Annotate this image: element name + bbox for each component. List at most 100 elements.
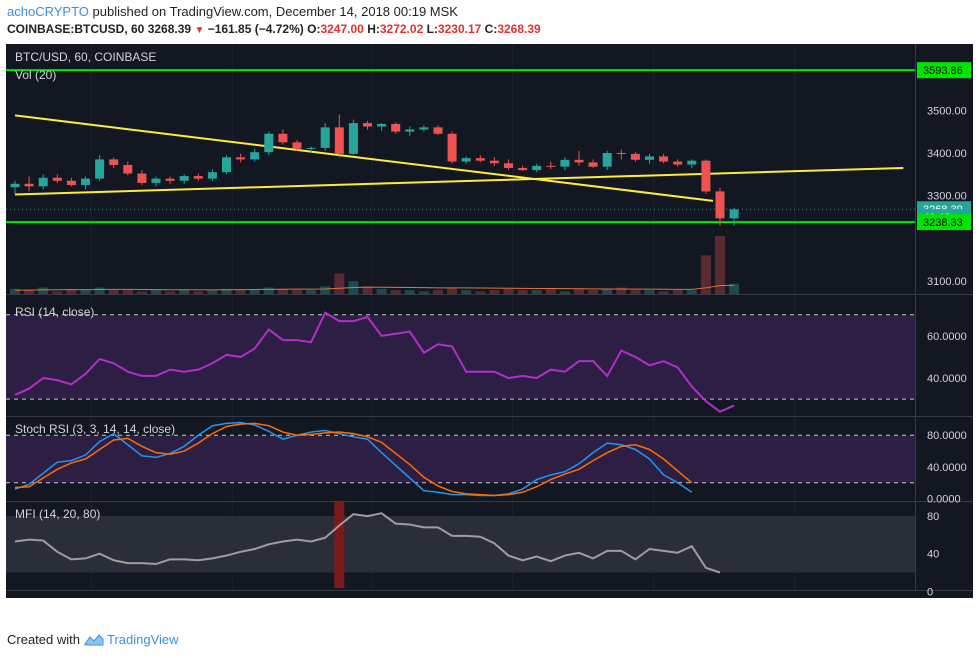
volume-bar [658, 291, 669, 294]
candle-body [123, 164, 133, 174]
candle-body [574, 159, 584, 163]
volume-bar [418, 291, 429, 294]
stoch-title: Stoch RSI (3, 3, 14, 14, close) [15, 422, 175, 436]
volume-bar [447, 287, 458, 294]
last-price: 3268.39 [147, 22, 192, 36]
candle-body [687, 160, 697, 165]
volume-bar [179, 290, 190, 294]
close-label: C: [484, 22, 498, 36]
tradingview-link[interactable]: TradingView [84, 632, 179, 647]
stoch-tick-label: 80.0000 [927, 430, 967, 442]
volume-bar [193, 291, 204, 294]
volume-bar [390, 290, 401, 294]
candle-body [66, 180, 76, 186]
volume-bar [559, 291, 570, 294]
volume-bar [517, 290, 528, 294]
candle-body [532, 165, 542, 171]
candle-body [518, 167, 528, 171]
volume-bar [475, 291, 486, 294]
chart-svg[interactable]: BTC/USD, 60, COINBASE Vol (20) 3500.00 3400… [6, 44, 973, 598]
volume-bar [136, 291, 147, 294]
trendline [14, 166, 904, 196]
candle-body [278, 133, 288, 143]
rsi-tick-label: 60.0000 [927, 331, 967, 343]
stoch-d-line [14, 422, 693, 497]
candle-body [461, 158, 471, 162]
candle-body [659, 156, 669, 162]
open-value: 3247.00 [320, 22, 364, 36]
volume-bar [461, 290, 472, 294]
price-label: 3238.33 [923, 217, 963, 229]
volume-bar [122, 290, 133, 294]
close-value: 3268.39 [497, 22, 541, 36]
volume-ma-line [15, 284, 735, 291]
candle-body [137, 173, 147, 183]
candle-body [320, 127, 330, 148]
publish-header: achoCRYPTO published on TradingView.com,… [7, 4, 458, 19]
volume-bar [630, 290, 641, 294]
volume-bar [433, 290, 443, 294]
volume-bar [249, 288, 260, 294]
chart-container[interactable]: BTC/USD, 60, COINBASE Vol (20) 3500.00 3400… [6, 44, 973, 598]
candle-body [52, 177, 62, 181]
price-pane-title: BTC/USD, 60, COINBASE [15, 50, 156, 64]
high-value: 3272.02 [379, 22, 424, 36]
stoch-tick-label: 0.0000 [927, 494, 961, 506]
volume-bar [320, 286, 331, 294]
footer: Created with TradingView [7, 632, 179, 647]
candle-body [433, 127, 443, 134]
price-tick-label: 3500.00 [927, 105, 967, 117]
publish-info: published on TradingView.com, December 1… [92, 4, 458, 19]
volume-bar [306, 290, 317, 294]
candle-body [391, 123, 401, 132]
price-change: −161.85 (−4.72%) [207, 22, 304, 36]
volume-bar [207, 290, 218, 294]
price-label-bg [917, 62, 971, 79]
volume-bar [334, 273, 345, 294]
mfi-tick-label: 0 [927, 586, 933, 598]
mfi-tick-label: 80 [927, 511, 939, 523]
volume-bar [362, 286, 373, 294]
candle-body [292, 142, 302, 149]
volume-bar [263, 287, 274, 294]
rsi-band [6, 314, 915, 400]
volume-bar [588, 290, 599, 294]
volume-bar [221, 288, 232, 294]
candle-body [546, 165, 556, 167]
volume-bar [80, 290, 91, 294]
low-label: L: [426, 22, 438, 36]
volume-bar [94, 287, 105, 294]
volume-bar [108, 290, 119, 294]
candle-body [645, 156, 654, 160]
volume-bar [151, 290, 161, 294]
candle-body [560, 159, 570, 167]
candle-body [363, 123, 372, 127]
volume-bar [503, 288, 514, 294]
volume-bar [38, 287, 49, 294]
volume-bar [277, 288, 288, 294]
volume-bar [644, 290, 655, 294]
candle-body [81, 178, 90, 186]
candle-body [264, 133, 274, 153]
author-link[interactable]: achoCRYPTO [7, 4, 89, 19]
candle-body [348, 123, 358, 154]
volume-bar [686, 290, 697, 294]
stoch-band [6, 435, 915, 483]
candle-body [630, 153, 640, 160]
price-label: 3593.86 [923, 65, 963, 77]
candle-body [193, 176, 203, 179]
volume-bar [602, 288, 613, 294]
candle-body [38, 177, 48, 187]
price-tick-label: 3300.00 [927, 191, 967, 203]
candle-body [10, 183, 20, 188]
candle-body [95, 159, 105, 179]
candle-body [475, 158, 485, 161]
volume-bar [574, 288, 584, 294]
quote-line: COINBASE:BTCUSD, 60 3268.39 ▼ −161.85 (−… [7, 22, 541, 36]
candle-body [701, 160, 711, 192]
candle-body [250, 152, 260, 160]
open-label: O: [307, 22, 321, 36]
candle-body [306, 147, 316, 149]
volume-bar [729, 283, 740, 294]
symbol-label: COINBASE:BTCUSD, 60 [7, 22, 145, 36]
